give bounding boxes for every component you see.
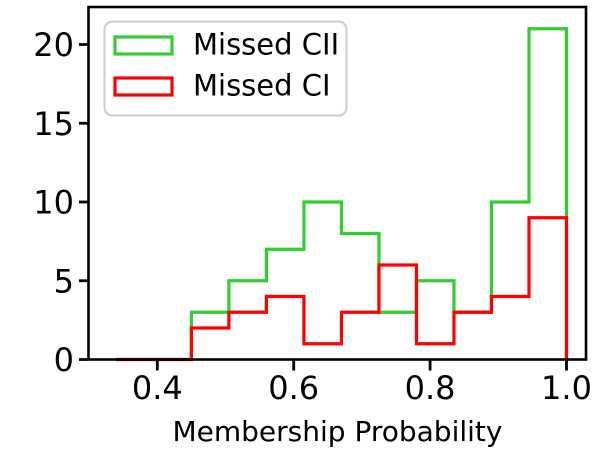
- ticks-layer: 0.4 0.6 0.8 1.0 0 5 10 15 20: [33, 26, 592, 407]
- x-tick-label: 0.8: [405, 369, 456, 407]
- series-layer: [116, 27, 569, 362]
- y-tick-label: 0: [54, 341, 74, 379]
- x-tick-label: 0.6: [268, 369, 319, 407]
- legend-label-missed-ci: Missed CI: [193, 69, 331, 103]
- y-tick-label: 20: [33, 26, 74, 64]
- legend-label-missed-cii: Missed CII: [193, 28, 339, 62]
- plot-border-spines: [87, 5, 588, 361]
- missed-ci-step-line: [116, 216, 569, 362]
- x-axis-label: Membership Probability: [173, 415, 503, 448]
- x-tick-label: 0.4: [132, 369, 183, 407]
- y-tick-label: 5: [54, 262, 74, 300]
- missed-cii-step-line: [116, 27, 569, 362]
- legend-swatch-missed-ci: [113, 76, 174, 97]
- y-tick-label: 15: [33, 105, 74, 143]
- legend: Missed CII Missed CI: [103, 20, 348, 117]
- y-tick-label: 10: [33, 184, 74, 222]
- x-tick-label: 1.0: [541, 369, 592, 407]
- legend-swatch-missed-cii: [113, 35, 174, 56]
- axes: 0.4 0.6 0.8 1.0 0 5 10 15 20: [33, 5, 592, 407]
